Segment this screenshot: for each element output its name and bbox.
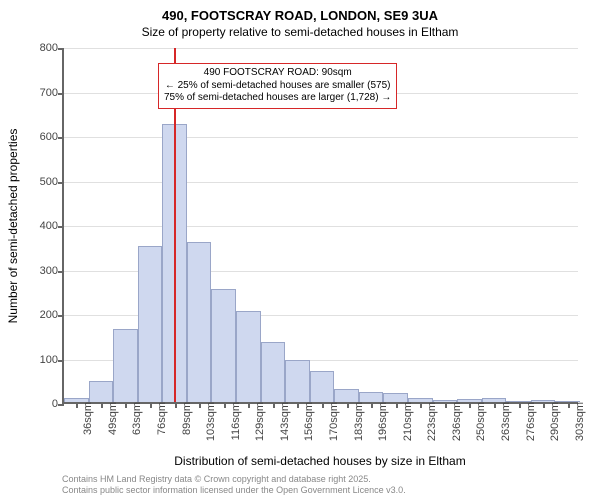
histogram-bar	[457, 399, 482, 402]
x-tick-label: 303sqm	[572, 402, 586, 441]
x-tick-mark	[469, 402, 471, 408]
x-tick-label: 156sqm	[301, 402, 315, 441]
x-tick-label: 170sqm	[326, 402, 340, 441]
plot-area: 010020030040050060070080036sqm49sqm63sqm…	[62, 48, 578, 404]
x-tick-mark	[371, 402, 373, 408]
x-tick-label: 63sqm	[129, 402, 143, 435]
gridline-h	[64, 48, 578, 49]
x-tick-mark	[224, 402, 226, 408]
y-tick-label: 600	[40, 131, 64, 143]
x-tick-label: 36sqm	[80, 402, 94, 435]
x-tick-label: 210sqm	[400, 402, 414, 441]
annotation-line: 490 FOOTSCRAY ROAD: 90sqm	[164, 67, 391, 80]
histogram-bar	[506, 401, 531, 402]
x-tick-mark	[150, 402, 152, 408]
y-tick-label: 700	[40, 87, 64, 99]
attribution-line1: Contains HM Land Registry data © Crown c…	[62, 474, 578, 485]
x-tick-mark	[568, 402, 570, 408]
histogram-bar	[310, 371, 335, 402]
y-tick-label: 500	[40, 176, 64, 188]
histogram-bar	[236, 311, 261, 402]
x-tick-mark	[175, 402, 177, 408]
x-tick-mark	[76, 402, 78, 408]
x-tick-mark	[297, 402, 299, 408]
x-tick-label: 116sqm	[228, 402, 242, 440]
histogram-bar	[285, 360, 310, 402]
x-tick-mark	[273, 402, 275, 408]
x-tick-mark	[445, 402, 447, 408]
histogram-bar	[408, 398, 433, 402]
y-tick-label: 200	[40, 309, 64, 321]
x-tick-mark	[494, 402, 496, 408]
histogram-bar	[383, 393, 408, 402]
x-tick-label: 276sqm	[523, 402, 537, 441]
y-tick-label: 100	[40, 354, 64, 366]
x-tick-label: 183sqm	[351, 402, 365, 441]
y-tick-label: 0	[52, 398, 64, 410]
x-tick-label: 76sqm	[154, 402, 168, 435]
attribution-line2: Contains public sector information licen…	[62, 485, 578, 496]
gridline-h	[64, 182, 578, 183]
x-tick-label: 103sqm	[203, 402, 217, 441]
x-axis-label: Distribution of semi-detached houses by …	[62, 454, 578, 468]
x-tick-label: 49sqm	[105, 402, 119, 435]
x-tick-mark	[396, 402, 398, 408]
annotation-box: 490 FOOTSCRAY ROAD: 90sqm← 25% of semi-d…	[158, 63, 397, 109]
x-tick-label: 143sqm	[277, 402, 291, 441]
histogram-bar	[555, 401, 580, 402]
x-tick-label: 263sqm	[498, 402, 512, 441]
x-tick-label: 89sqm	[179, 402, 193, 435]
histogram-bar	[113, 329, 138, 402]
chart-frame: 490, FOOTSCRAY ROAD, LONDON, SE9 3UA Siz…	[0, 0, 600, 500]
histogram-bar	[261, 342, 286, 402]
x-tick-label: 290sqm	[547, 402, 561, 441]
x-tick-label: 223sqm	[424, 402, 438, 441]
histogram-bar	[334, 389, 359, 402]
x-tick-label: 196sqm	[375, 402, 389, 441]
annotation-line: 75% of semi-detached houses are larger (…	[164, 92, 391, 105]
y-tick-label: 400	[40, 220, 64, 232]
x-tick-mark	[101, 402, 103, 408]
x-tick-mark	[322, 402, 324, 408]
y-axis-label: Number of semi-detached properties	[6, 48, 20, 404]
histogram-bar	[359, 392, 384, 402]
attribution: Contains HM Land Registry data © Crown c…	[62, 474, 578, 496]
x-tick-label: 250sqm	[473, 402, 487, 441]
x-tick-label: 129sqm	[252, 402, 266, 441]
x-tick-mark	[199, 402, 201, 408]
y-tick-label: 300	[40, 265, 64, 277]
chart-title-line1: 490, FOOTSCRAY ROAD, LONDON, SE9 3UA	[0, 8, 600, 23]
histogram-bar	[187, 242, 212, 402]
x-tick-label: 236sqm	[449, 402, 463, 441]
histogram-bar	[64, 398, 89, 402]
histogram-bar	[482, 398, 507, 402]
x-tick-mark	[347, 402, 349, 408]
chart-title-line2: Size of property relative to semi-detach…	[0, 25, 600, 39]
x-tick-mark	[543, 402, 545, 408]
x-tick-mark	[420, 402, 422, 408]
histogram-bar	[89, 381, 114, 402]
histogram-bar	[138, 246, 163, 402]
gridline-h	[64, 137, 578, 138]
x-tick-mark	[519, 402, 521, 408]
x-tick-mark	[125, 402, 127, 408]
histogram-bar	[211, 289, 236, 402]
y-tick-label: 800	[40, 42, 64, 54]
histogram-bar	[433, 400, 458, 402]
histogram-bar	[531, 400, 556, 402]
x-tick-mark	[248, 402, 250, 408]
gridline-h	[64, 226, 578, 227]
annotation-line: ← 25% of semi-detached houses are smalle…	[164, 80, 391, 93]
